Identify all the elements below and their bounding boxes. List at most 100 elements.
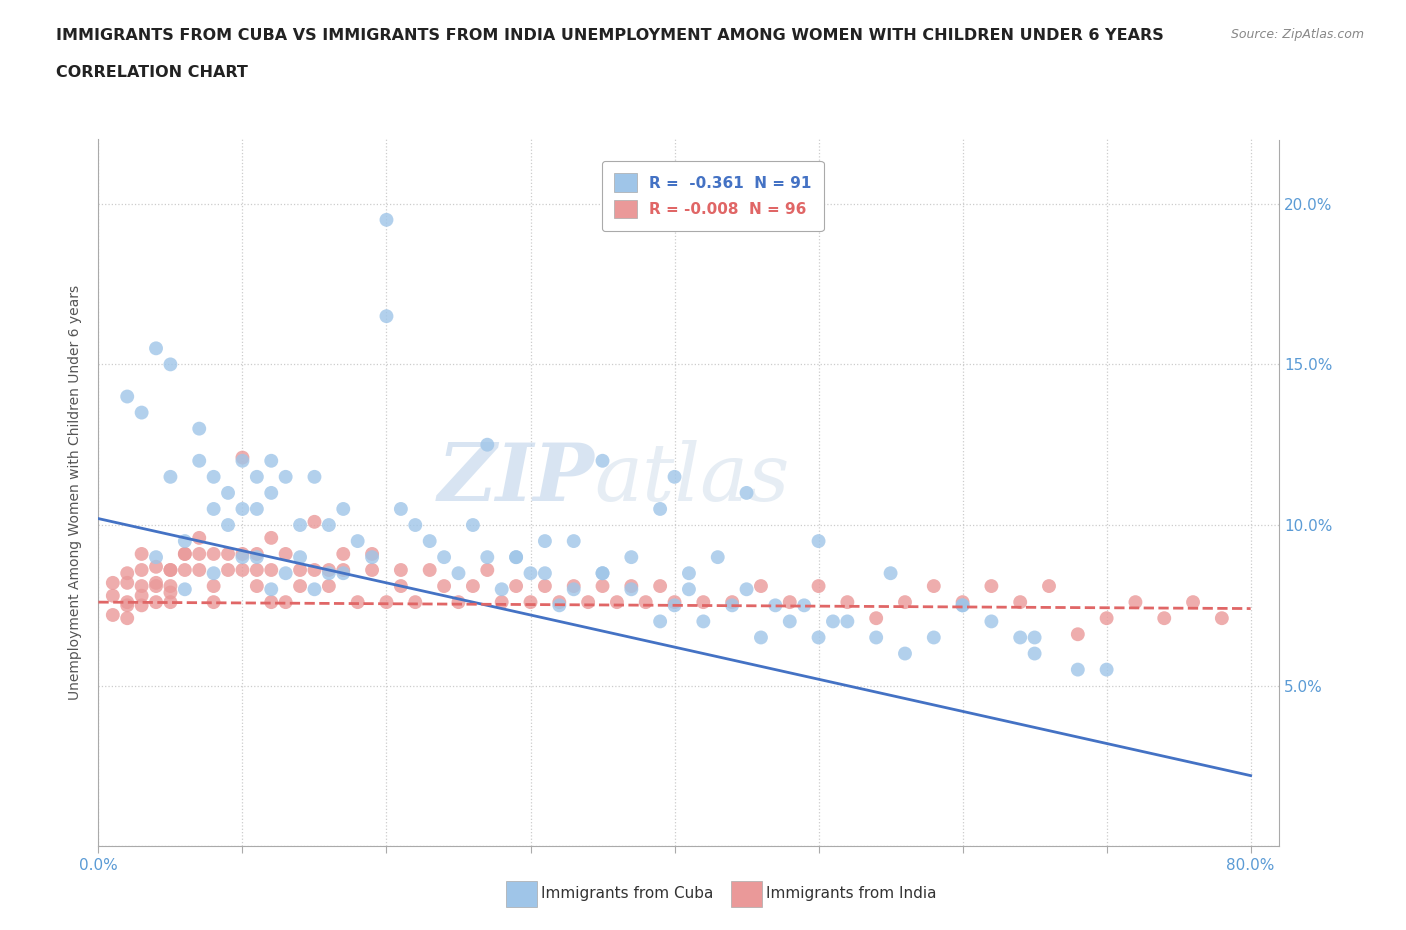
Point [562, 578, 585, 593]
Point [477, 550, 499, 565]
Point [375, 309, 398, 324]
Point [131, 563, 153, 578]
Point [650, 614, 672, 629]
Point [447, 594, 470, 609]
Point [793, 598, 815, 613]
Point [231, 453, 253, 468]
Text: ZIP: ZIP [437, 440, 595, 517]
Point [807, 630, 830, 644]
Point [115, 576, 138, 591]
Text: IMMIGRANTS FROM CUBA VS IMMIGRANTS FROM INDIA UNEMPLOYMENT AMONG WOMEN WITH CHIL: IMMIGRANTS FROM CUBA VS IMMIGRANTS FROM … [56, 28, 1164, 43]
Point [389, 563, 412, 578]
Point [274, 594, 297, 609]
Point [505, 550, 527, 565]
Point [678, 565, 700, 580]
Point [491, 594, 513, 609]
Point [404, 594, 426, 609]
Point [1211, 611, 1233, 626]
Point [231, 450, 253, 465]
Point [664, 598, 686, 613]
Legend: R =  -0.361  N = 91, R = -0.008  N = 96: R = -0.361 N = 91, R = -0.008 N = 96 [602, 161, 824, 231]
Point [246, 578, 269, 593]
Point [461, 578, 484, 593]
Point [231, 563, 253, 578]
Point [260, 530, 283, 545]
Point [592, 453, 614, 468]
Point [246, 470, 269, 485]
Point [246, 563, 269, 578]
Point [922, 578, 945, 593]
Point [664, 594, 686, 609]
Point [389, 578, 412, 593]
Point [246, 547, 269, 562]
Point [304, 514, 326, 529]
Point [159, 594, 181, 609]
Point [159, 470, 181, 485]
Point [304, 582, 326, 597]
Point [202, 578, 225, 593]
Text: Immigrants from India: Immigrants from India [766, 886, 936, 901]
Point [692, 614, 714, 629]
Point [1067, 662, 1090, 677]
Point [202, 547, 225, 562]
Point [318, 578, 340, 593]
Point [145, 578, 167, 593]
Point [246, 550, 269, 565]
Point [115, 598, 138, 613]
Point [735, 485, 758, 500]
Point [837, 614, 859, 629]
Point [217, 518, 239, 533]
Point [721, 594, 744, 609]
Point [217, 485, 239, 500]
Point [217, 563, 239, 578]
Point [145, 341, 167, 356]
Point [202, 501, 225, 516]
Point [188, 421, 211, 436]
Y-axis label: Unemployment Among Women with Children Under 6 years: Unemployment Among Women with Children U… [69, 286, 83, 700]
Point [318, 563, 340, 578]
Point [202, 565, 225, 580]
Point [606, 594, 628, 609]
Point [592, 578, 614, 593]
Point [288, 578, 311, 593]
Point [115, 565, 138, 580]
Point [346, 594, 368, 609]
Point [318, 565, 340, 580]
Point [548, 598, 571, 613]
Point [115, 389, 138, 404]
Point [735, 582, 758, 597]
Point [131, 598, 153, 613]
Point [101, 589, 124, 604]
Point [131, 547, 153, 562]
Point [159, 563, 181, 578]
Point [260, 582, 283, 597]
Point [894, 646, 917, 661]
Point [404, 518, 426, 533]
Point [188, 547, 211, 562]
Point [749, 578, 772, 593]
Point [1010, 594, 1032, 609]
Point [318, 518, 340, 533]
Point [865, 611, 887, 626]
Point [231, 547, 253, 562]
Text: Immigrants from Cuba: Immigrants from Cuba [541, 886, 714, 901]
Point [1125, 594, 1147, 609]
Point [288, 550, 311, 565]
Point [620, 578, 643, 593]
Point [361, 563, 384, 578]
Point [274, 565, 297, 580]
Point [131, 578, 153, 593]
Point [188, 530, 211, 545]
Point [188, 453, 211, 468]
Text: CORRELATION CHART: CORRELATION CHART [56, 65, 247, 80]
Point [779, 594, 801, 609]
Point [332, 501, 354, 516]
Point [461, 518, 484, 533]
Point [159, 563, 181, 578]
Point [749, 630, 772, 644]
Point [1010, 630, 1032, 644]
Point [145, 576, 167, 591]
Point [1095, 611, 1118, 626]
Point [922, 630, 945, 644]
Point [952, 594, 974, 609]
